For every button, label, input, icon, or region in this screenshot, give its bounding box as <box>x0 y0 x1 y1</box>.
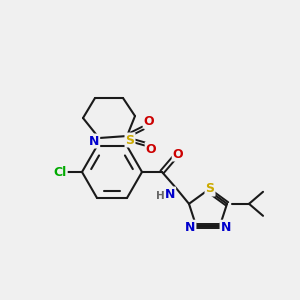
Text: N: N <box>185 221 195 234</box>
Text: N: N <box>220 221 231 234</box>
Text: O: O <box>146 142 156 155</box>
Text: H: H <box>156 191 164 201</box>
Text: O: O <box>173 148 183 160</box>
Text: N: N <box>89 134 99 148</box>
Text: S: S <box>125 134 134 146</box>
Text: O: O <box>144 115 154 128</box>
Text: N: N <box>165 188 175 200</box>
Text: S: S <box>206 182 214 196</box>
Text: Cl: Cl <box>53 166 67 178</box>
